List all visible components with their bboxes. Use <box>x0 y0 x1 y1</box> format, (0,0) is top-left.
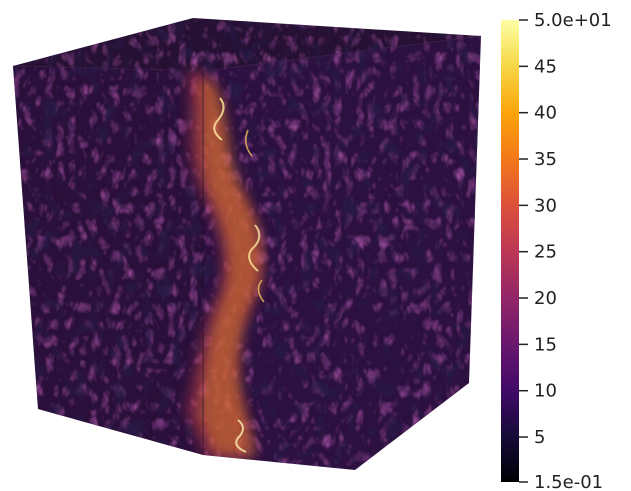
cube-volume <box>12 18 482 470</box>
colorbar-ticks: 45 40 35 30 25 20 15 10 5 <box>519 56 557 448</box>
colorbar-tick-label: 30 <box>534 195 557 216</box>
colorbar-tick-label: 10 <box>534 381 557 402</box>
colorbar-tick-label: 25 <box>534 242 557 263</box>
colorbar-gradient <box>501 20 519 482</box>
colorbar: 45 40 35 30 25 20 15 10 5 5.0e+01 1.5e-01 <box>501 10 612 491</box>
colorbar-tick-label: 35 <box>534 149 557 170</box>
colorbar-tick-label: 15 <box>534 334 557 355</box>
hot-band <box>160 70 300 460</box>
colorbar-tick-label: 5 <box>534 427 545 448</box>
colorbar-tick-label: 45 <box>534 56 557 77</box>
colorbar-tick-label: 20 <box>534 288 557 309</box>
colorbar-max-label: 5.0e+01 <box>534 10 612 31</box>
colorbar-min-label: 1.5e-01 <box>534 472 603 491</box>
colorbar-tick-label: 40 <box>534 103 557 124</box>
